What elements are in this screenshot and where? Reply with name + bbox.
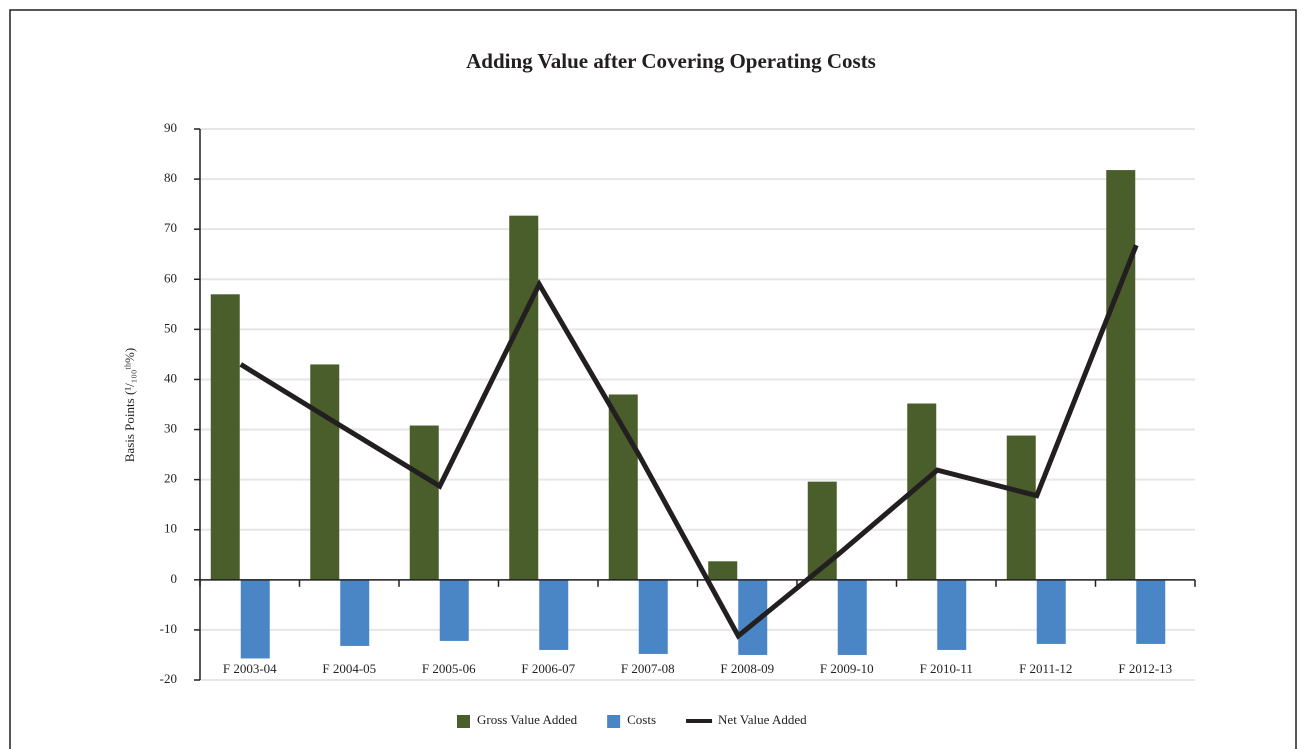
legend-label: Costs	[627, 712, 656, 727]
bar	[1036, 579, 1066, 644]
x-tick-label: F 2008-09	[720, 661, 774, 676]
chart-title: Adding Value after Covering Operating Co…	[466, 49, 876, 73]
legend-label: Gross Value Added	[477, 712, 578, 727]
legend-swatch	[607, 715, 621, 728]
bar	[539, 579, 569, 650]
legend-label: Net Value Added	[718, 712, 807, 727]
line	[239, 244, 1139, 640]
x-tick-label: F 2004-05	[322, 661, 376, 676]
bar	[807, 481, 837, 580]
bar	[439, 579, 469, 641]
x-tick-label: F 2009-10	[820, 661, 874, 676]
bar	[409, 425, 439, 580]
bar	[1106, 170, 1136, 580]
bar	[708, 561, 738, 580]
y-tick-label: 80	[164, 170, 177, 185]
x-tick-label: F 2006-07	[521, 661, 575, 676]
y-tick-label: -10	[160, 621, 177, 636]
x-tick-label: F 2010-11	[920, 661, 973, 676]
legend-swatch	[457, 715, 470, 728]
bar	[837, 579, 867, 655]
bar	[509, 215, 539, 580]
y-tick-label: 90	[164, 120, 177, 135]
bar	[340, 579, 370, 646]
y-tick-label: 40	[164, 370, 177, 385]
y-tick-label: 30	[164, 421, 177, 436]
x-tick-label: F 2011-12	[1019, 661, 1072, 676]
x-tick-label: F 2007-08	[621, 661, 675, 676]
y-tick-label: 60	[164, 270, 177, 285]
bar	[937, 579, 967, 650]
y-tick-label: 20	[164, 471, 177, 486]
bar	[1006, 435, 1036, 580]
bar	[1136, 579, 1166, 644]
bar	[210, 294, 240, 580]
bar	[608, 394, 638, 580]
bar	[638, 579, 668, 654]
bar	[240, 579, 270, 659]
y-axis-label: Basis Points (¹/₁₀₀ᵗʰ%)	[122, 348, 137, 462]
y-tick-label: -20	[160, 671, 177, 686]
x-tick-label: F 2005-06	[422, 661, 476, 676]
x-tick-label: F 2012-13	[1118, 661, 1172, 676]
y-tick-label: 70	[164, 220, 177, 235]
x-tick-label: F 2003-04	[223, 661, 277, 676]
y-tick-label: 10	[164, 521, 177, 536]
bar	[310, 364, 340, 580]
y-tick-label: 50	[164, 320, 177, 335]
y-tick-label: 0	[171, 571, 178, 586]
